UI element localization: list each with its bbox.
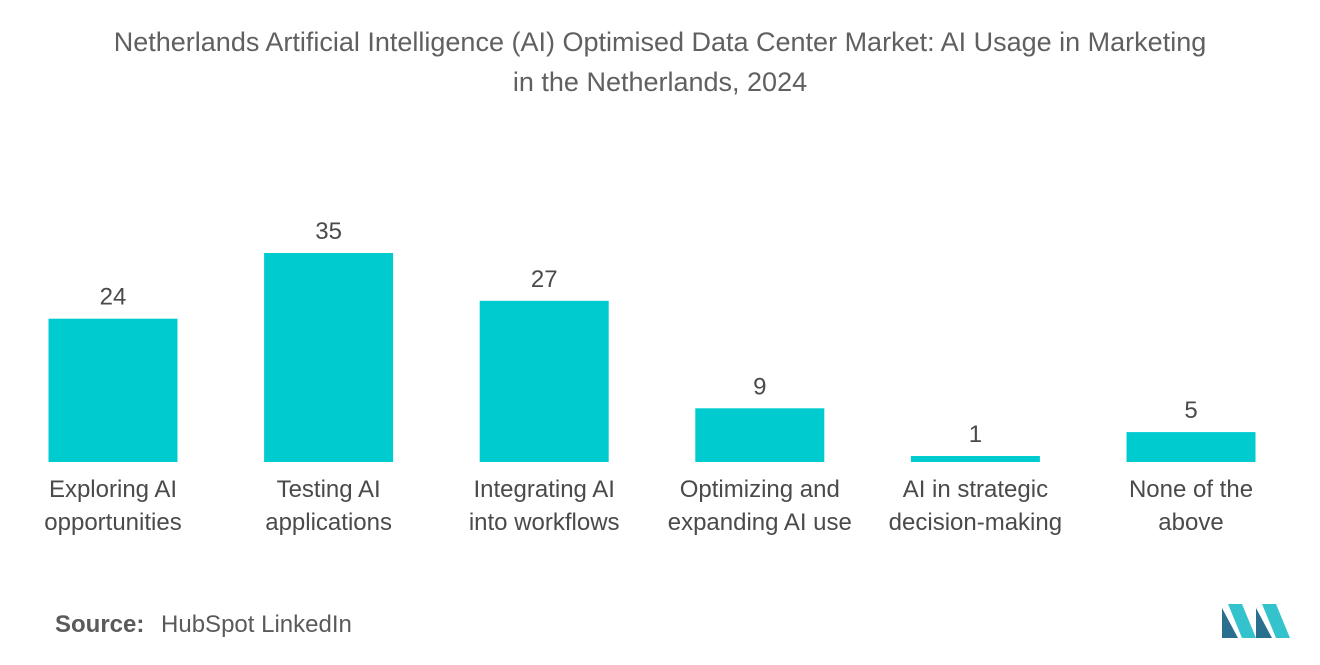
logo-shape-1	[1222, 608, 1238, 638]
category-label-3-line-1: expanding AI use	[667, 509, 852, 536]
category-label-4: AI in strategic decision-making	[865, 473, 1085, 539]
category-label-4-line-0: AI in strategic	[902, 476, 1049, 503]
chart-title-line-2: in the Netherlands, 2024	[512, 67, 808, 97]
data-label-2: 27	[531, 266, 558, 293]
bar-5	[1126, 432, 1256, 462]
bar-4	[910, 456, 1040, 462]
category-label-0-line-1: opportunities	[44, 509, 182, 536]
category-label-5-line-0: None of the	[1128, 476, 1254, 503]
brand-logo-icon	[1222, 604, 1290, 643]
data-label-3: 9	[753, 373, 766, 400]
category-label-1-line-0: Testing AI	[276, 476, 381, 503]
source-text: HubSpot LinkedIn	[161, 611, 352, 638]
category-label-0: Exploring AI opportunities	[3, 473, 223, 539]
data-label-1: 35	[315, 218, 342, 245]
bar-1	[264, 253, 394, 462]
chart-title-line-1: Netherlands Artificial Intelligence (AI)…	[113, 27, 1207, 57]
category-label-4-line-1: decision-making	[888, 509, 1063, 536]
category-label-0-line-0: Exploring AI	[48, 476, 178, 503]
category-label-1: Testing AI applications	[219, 473, 439, 539]
logo-shape-2	[1228, 604, 1256, 638]
bar-2	[479, 300, 609, 462]
logo-shape-4	[1262, 604, 1290, 638]
category-label-2: Integrating AI into workflows	[434, 473, 654, 539]
bar-3	[695, 408, 825, 462]
source-label: Source:	[55, 611, 145, 638]
category-label-5: None of the above	[1081, 473, 1301, 539]
category-label-3-line-0: Optimizing and	[679, 476, 840, 503]
category-label-2-line-1: into workflows	[468, 509, 620, 536]
category-label-5-line-1: above	[1158, 509, 1224, 536]
data-label-5: 5	[1184, 397, 1197, 424]
data-label-0: 24	[100, 284, 127, 311]
category-label-3: Optimizing and expanding AI use	[650, 473, 870, 539]
chart-title: Netherlands Artificial Intelligence (AI)…	[0, 22, 1320, 102]
data-label-4: 1	[969, 421, 982, 448]
logo-shape-3	[1256, 608, 1272, 638]
category-label-1-line-1: applications	[265, 509, 392, 536]
category-label-2-line-0: Integrating AI	[473, 476, 615, 503]
source-note: Source: HubSpot LinkedIn	[55, 611, 352, 639]
bar-0	[48, 318, 178, 462]
